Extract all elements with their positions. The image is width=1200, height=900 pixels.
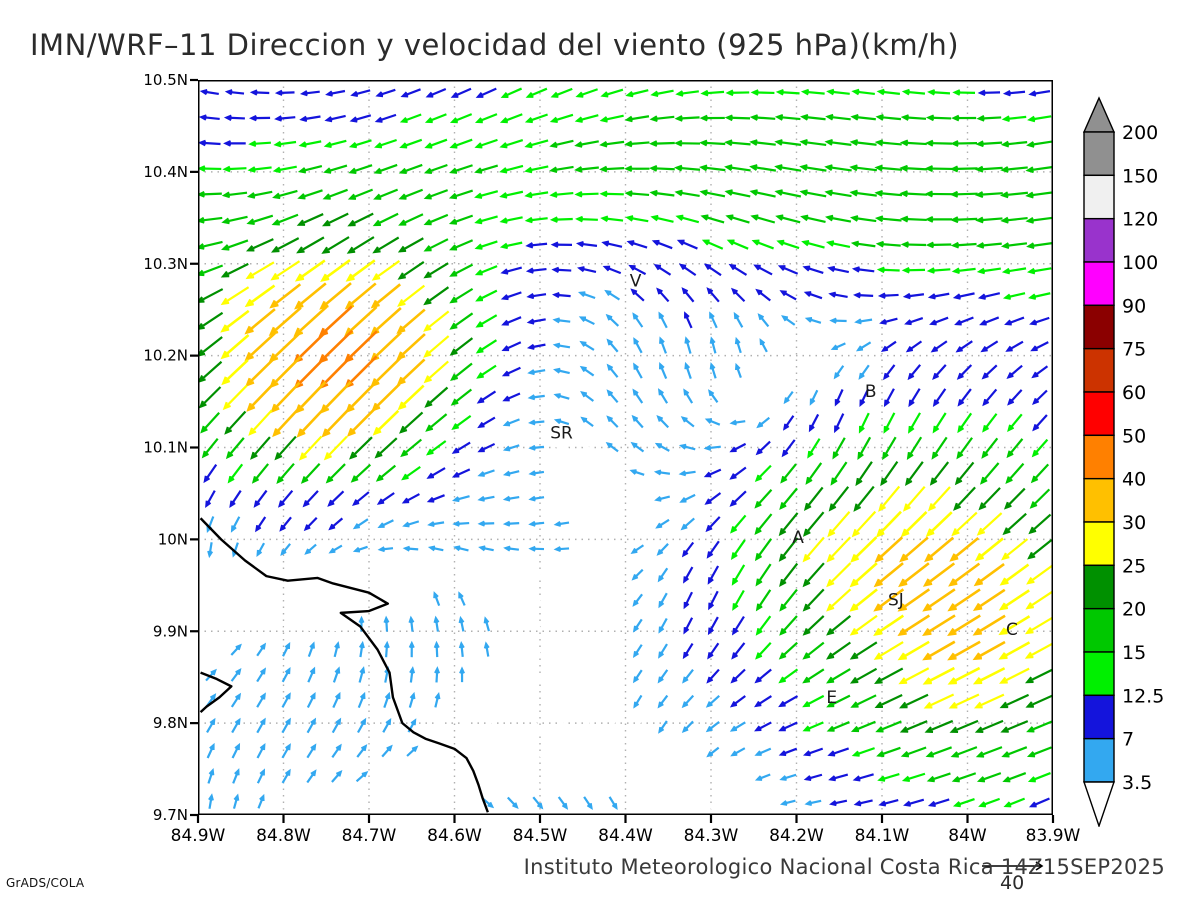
x-tick-label: 84.4W — [598, 826, 653, 846]
x-tick-label: 84.6W — [427, 826, 482, 846]
city-label-sj: SJ — [888, 591, 904, 611]
grid-lines — [198, 80, 1053, 815]
colorbar-swatches: 200 150 120 100 90 75 60 50 40 30 25 20 15 12.5 7 3.5 — [1082, 96, 1164, 827]
colorbar-tick-label: 90 — [1122, 295, 1146, 317]
y-tick-label: 9.7N — [153, 806, 188, 824]
wind-vectors — [198, 87, 1053, 811]
x-tick-label: 84.8W — [256, 826, 311, 846]
y-tick-label: 10.2N — [143, 347, 188, 365]
colorbar-tick-label: 200 — [1122, 122, 1158, 144]
y-tick-label: 10.4N — [143, 163, 188, 181]
y-tick-label: 9.9N — [153, 622, 188, 640]
y-tick-label: 10N — [158, 530, 188, 548]
x-tick-label: 84.5W — [513, 826, 568, 846]
colorbar-tick-label: 20 — [1122, 599, 1146, 621]
colorbar-tick-label: 12.5 — [1122, 685, 1164, 707]
colorbar-tick-label: 40 — [1122, 469, 1146, 491]
city-label-b: B — [865, 382, 877, 402]
coastline — [199, 517, 489, 813]
colorbar-tick-label: 50 — [1122, 425, 1146, 447]
city-label-a: A — [792, 528, 804, 548]
grads-credit: GrADS/COLA — [6, 876, 85, 890]
city-label-c: C — [1006, 620, 1018, 640]
colorbar[interactable]: 200 150 120 100 90 75 60 50 40 30 25 20 15 12.5 7 3.5 — [1078, 92, 1198, 827]
colorbar-tick-label: 15 — [1122, 642, 1146, 664]
x-tick-label: 84W — [948, 826, 987, 846]
colorbar-tick-label: 3.5 — [1122, 772, 1152, 794]
y-tick-label: 10.1N — [143, 439, 188, 457]
x-tick-label: 83.9W — [1026, 826, 1081, 846]
colorbar-tick-label: 75 — [1122, 339, 1146, 361]
city-label-sr: SR — [550, 423, 573, 443]
colorbar-tick-label: 100 — [1122, 252, 1158, 274]
colorbar-tick-label: 150 — [1122, 165, 1158, 187]
colorbar-tick-label: 30 — [1122, 512, 1146, 534]
wind-vector-plot: V SR B A SJ C E I — [198, 80, 1053, 815]
footer-institute: Instituto Meteorologico Nacional Costa R… — [523, 855, 1165, 879]
x-tick-label: 84.1W — [855, 826, 910, 846]
x-axis-ticks: 84.9W 84.8W 84.7W 84.6W 84.5W 84.4W 84.3W 84.2W… — [171, 815, 1081, 846]
y-tick-label: 10.3N — [143, 255, 188, 273]
city-label-v: V — [630, 272, 642, 292]
colorbar-tick-label: 120 — [1122, 209, 1158, 231]
city-label-e: E — [826, 688, 837, 708]
colorbar-tick-label: 60 — [1122, 382, 1146, 404]
x-tick-label: 84.7W — [342, 826, 397, 846]
colorbar-tick-label: 7 — [1122, 729, 1134, 751]
reference-vector-label: 40 — [1000, 872, 1025, 894]
x-tick-label: 84.3W — [684, 826, 739, 846]
y-tick-label: 10.5N — [143, 71, 188, 89]
colorbar-tick-label: 25 — [1122, 555, 1146, 577]
x-tick-label: 84.2W — [769, 826, 824, 846]
page-title: IMN/WRF–11 Direccion y velocidad del vie… — [30, 28, 960, 62]
x-tick-label: 84.9W — [171, 826, 226, 846]
y-tick-label: 9.8N — [153, 714, 188, 732]
y-axis-ticks: 9.7N 9.8N 9.9N 10N 10.1N 10.2N 10.3N 10.4N 10.5N — [143, 71, 198, 824]
